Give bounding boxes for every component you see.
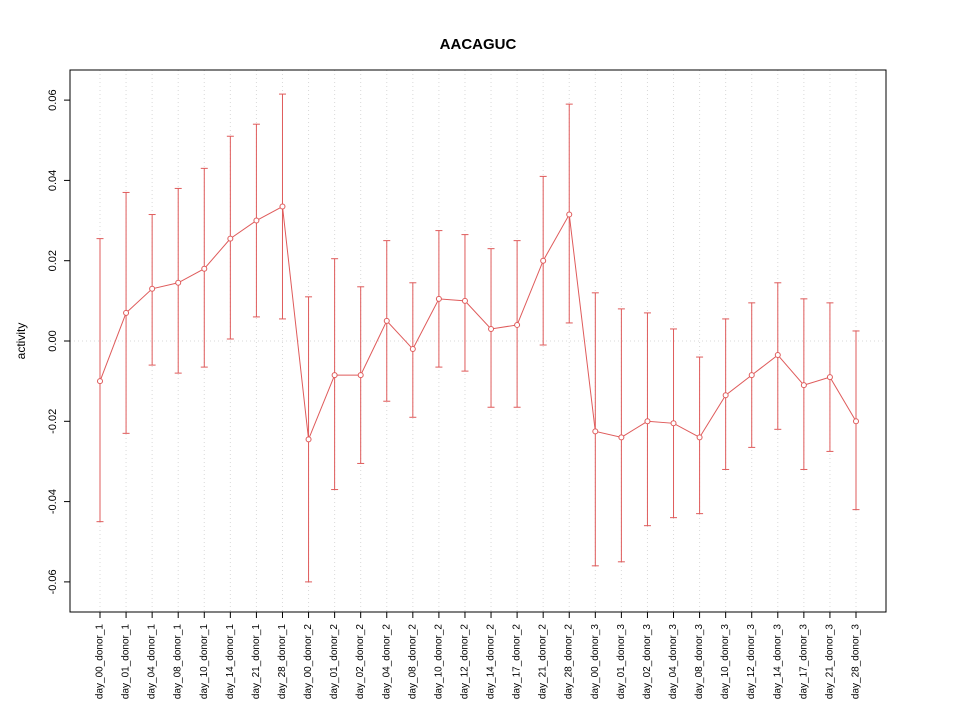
x-tick-label: day_01_donor_3 <box>616 624 627 700</box>
data-point <box>357 372 364 379</box>
x-tick-label: day_04_donor_1 <box>147 624 158 700</box>
data-point <box>722 392 729 399</box>
chart-plot-area: -0.06 -0.04 -0.02 0.00 0.02 0.04 0.06 day_00_do… <box>47 69 887 700</box>
x-tick-label: day_17_donor_2 <box>512 624 523 700</box>
data-point <box>461 297 468 304</box>
y-axis-label: activity <box>14 323 28 360</box>
y-tick-label: -0.06 <box>47 569 59 594</box>
data-point <box>409 346 416 353</box>
data-point <box>305 436 312 443</box>
data-point <box>514 321 521 328</box>
data-point <box>592 428 599 435</box>
data-point <box>748 372 755 379</box>
x-tick-label: day_28_donor_1 <box>277 624 288 700</box>
data-point <box>618 434 625 441</box>
data-point <box>435 295 442 302</box>
chart-title: AACAGUC <box>440 36 517 53</box>
x-tick-label: day_17_donor_3 <box>798 624 809 700</box>
data-point <box>279 203 286 210</box>
y-tick-label: -0.02 <box>47 409 59 434</box>
x-tick-label: day_00_donor_3 <box>590 624 601 700</box>
x-tick-label: day_04_donor_2 <box>381 624 392 700</box>
x-tick-label: day_02_donor_3 <box>642 624 653 700</box>
x-tick-label: day_21_donor_1 <box>251 624 262 700</box>
data-point <box>774 352 781 359</box>
x-tick-label: day_08_donor_2 <box>407 624 418 700</box>
data-point <box>566 211 573 218</box>
data-point <box>670 420 677 427</box>
data-point <box>175 279 182 286</box>
data-point <box>123 309 130 316</box>
data-point <box>800 382 807 389</box>
series-line <box>99 205 857 440</box>
y-tick-label: 0.04 <box>47 170 59 191</box>
data-point <box>331 372 338 379</box>
data-point <box>696 434 703 441</box>
data-point <box>149 285 156 292</box>
data-point <box>201 265 208 272</box>
data-point <box>540 257 547 264</box>
data-point <box>826 374 833 381</box>
data-point <box>488 325 495 332</box>
x-tick-label: day_01_donor_1 <box>121 624 132 700</box>
y-tick-label: -0.04 <box>47 489 59 514</box>
x-tick-label: day_02_donor_2 <box>355 624 366 700</box>
data-point <box>644 418 651 425</box>
x-tick-label: day_08_donor_1 <box>173 624 184 700</box>
x-tick-label: day_04_donor_3 <box>668 624 679 700</box>
x-tick-label: day_14_donor_3 <box>772 624 783 700</box>
y-tick-label: 0.06 <box>47 89 59 110</box>
x-tick-label: day_00_donor_2 <box>303 624 314 700</box>
y-tick-label: 0.02 <box>47 250 59 271</box>
x-tick-label: day_12_donor_2 <box>459 624 470 700</box>
x-tick-label: day_00_donor_1 <box>95 624 106 700</box>
x-tick-label: day_10_donor_2 <box>433 624 444 700</box>
data-point <box>253 217 260 224</box>
x-tick-label: day_12_donor_3 <box>746 624 757 700</box>
x-tick-label: day_10_donor_1 <box>199 624 210 700</box>
x-tick-label: day_08_donor_3 <box>694 624 705 700</box>
y-tick-label: 0.00 <box>47 330 59 351</box>
data-point <box>383 317 390 324</box>
x-tick-label: day_21_donor_3 <box>824 624 835 700</box>
data-point <box>853 418 859 425</box>
x-tick-label: day_14_donor_1 <box>225 624 236 700</box>
data-point <box>227 235 234 242</box>
x-tick-label: day_28_donor_3 <box>851 624 862 700</box>
x-tick-label: day_21_donor_2 <box>538 624 549 700</box>
x-tick-label: day_10_donor_3 <box>720 624 731 700</box>
x-tick-label: day_14_donor_2 <box>486 624 497 700</box>
data-point <box>97 378 103 385</box>
x-tick-label: day_01_donor_2 <box>329 624 340 700</box>
x-tick-label: day_28_donor_2 <box>564 624 575 700</box>
